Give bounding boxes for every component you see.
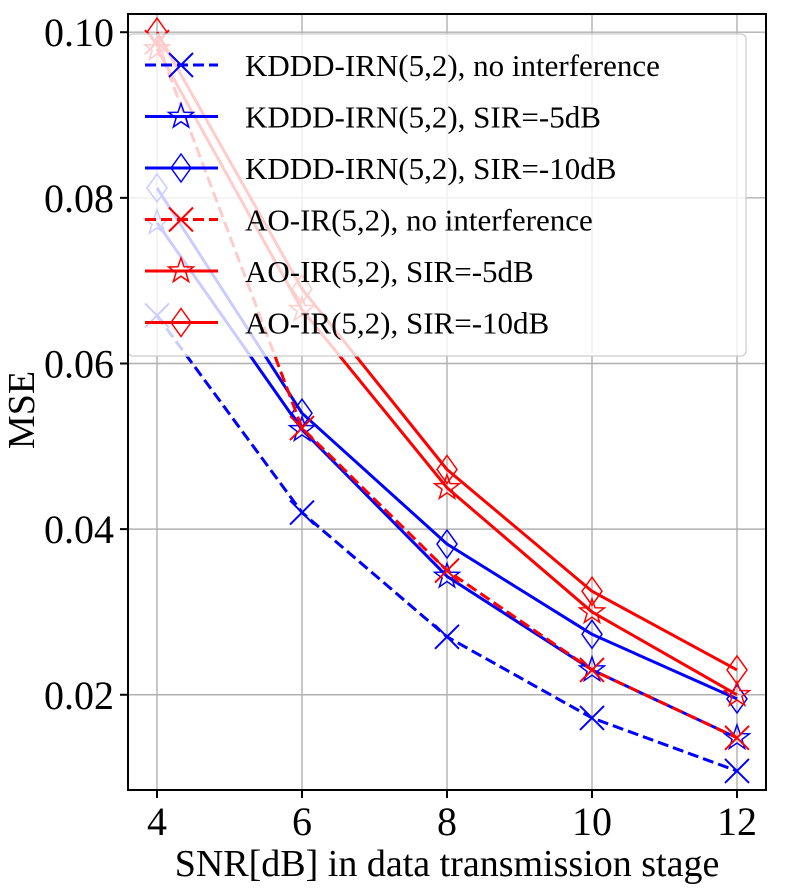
legend-label: AO-IR(5,2), SIR=-5dB [245,254,534,289]
data-point-marker [289,415,315,441]
legend-marker [170,307,192,338]
legend-label: KDDD-IRN(5,2), no interference [245,48,660,83]
x-axis-label: SNR[dB] in data transmission stage [175,843,720,885]
legend-entry-1: KDDD-IRN(5,2), no interference [145,48,660,83]
data-point-marker [722,679,752,708]
legend: KDDD-IRN(5,2), no interference KDDD-IRN(5… [127,33,747,357]
data-point-marker [432,472,462,501]
data-point-marker [579,705,605,731]
legend-label: KDDD-IRN(5,2), SIR=-10dB [245,151,616,186]
y-tick-label: 0.06 [44,341,114,386]
data-point-marker [581,575,603,607]
y-tick-label: 0.08 [44,176,114,221]
data-point-marker [434,557,460,584]
legend-marker [170,152,192,184]
legend-marker [168,52,194,78]
data-point-marker [579,657,605,683]
legend-entry-4: AO-IR(5,2), no interference [145,203,593,238]
data-point-marker [436,528,458,560]
data-point-marker [577,596,607,625]
data-point-marker [577,654,607,683]
legend-marker [168,206,194,233]
x-tick-label: 10 [572,799,612,844]
data-point-marker [581,619,603,650]
y-tick-label: 0.02 [44,673,114,718]
x-tick-label: 8 [437,799,457,844]
y-axis-label: MSE [1,371,43,449]
legend-entry-5: AO-IR(5,2), SIR=-5dB [145,254,534,289]
legend-entry-6: AO-IR(5,2), SIR=-10dB [145,306,549,341]
x-tick-label: 12 [717,799,757,844]
data-point-marker [289,499,315,526]
y-tick-label: 0.04 [44,507,114,552]
x-tick-label: 4 [147,799,167,844]
data-point-marker [724,758,750,784]
y-tick-label: 0.10 [44,10,114,55]
data-point-marker [722,722,752,751]
data-point-marker [724,725,750,751]
legend-entry-2: KDDD-IRN(5,2), SIR=-5dB [145,100,601,135]
legend-label: AO-IR(5,2), no interference [245,203,593,238]
legend-entry-3: KDDD-IRN(5,2), SIR=-10dB [145,151,616,186]
data-point-marker [432,561,462,589]
series-line [155,221,738,740]
data-point-marker [287,414,317,443]
data-point-marker [434,624,460,650]
legend-marker [166,255,196,284]
legend-label: AO-IR(5,2), SIR=-10dB [245,306,549,341]
axes: 4 6 8 10 12 0.02 0.04 0.06 0.08 0.10 [44,10,767,844]
data-point-marker [436,454,458,485]
x-tick-label: 6 [292,799,312,844]
data-point-marker [726,654,748,686]
legend-label: KDDD-IRN(5,2), SIR=-5dB [245,100,601,135]
legend-marker [166,101,196,129]
